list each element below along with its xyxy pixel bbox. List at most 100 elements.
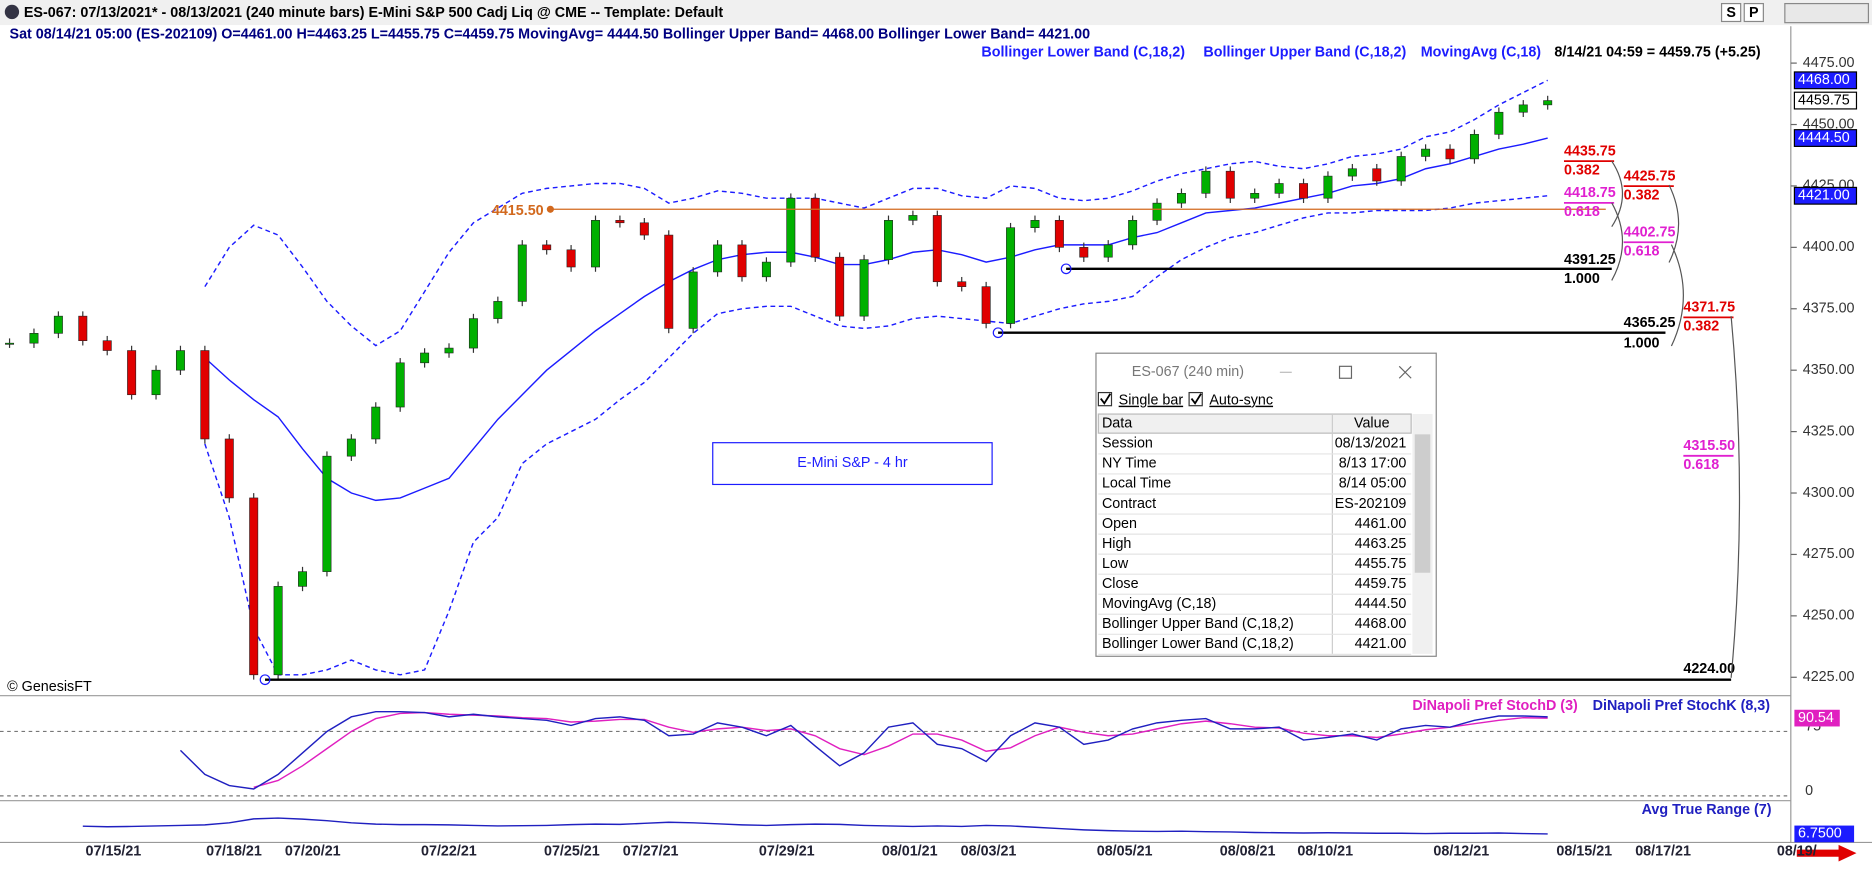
table-cell: MovingAvg (C,18) [1102, 596, 1216, 612]
legend-entry: DiNapoli Pref StochK (8,3) [1593, 698, 1771, 714]
window-button-label: P [1749, 5, 1759, 21]
candle [884, 220, 893, 260]
candle [346, 438, 356, 457]
candle [1299, 183, 1309, 199]
window-controls[interactable] [1784, 2, 1870, 24]
y-tick-label: 4325.00 [1803, 423, 1855, 439]
y-tick-label: 4300.00 [1803, 485, 1855, 501]
table-cell: 4461.00 [1355, 516, 1407, 532]
y-tick-label: 4475.00 [1803, 55, 1855, 71]
window-button[interactable] [1720, 2, 1742, 23]
candle [371, 406, 381, 440]
fib-bracket [1611, 160, 1623, 228]
table-cell: 4444.50 [1355, 596, 1407, 612]
maximize-button[interactable] [1338, 365, 1353, 379]
table-cell: Local Time [1102, 476, 1171, 492]
candle [1396, 156, 1406, 182]
candle [224, 438, 234, 499]
candle [688, 271, 698, 329]
y-tick-label: 4400.00 [1803, 239, 1855, 255]
level-ratio: 1.000 [1624, 335, 1660, 351]
candle [29, 333, 39, 344]
table-cell: 4468.00 [1355, 616, 1407, 632]
level-anchor [259, 674, 271, 686]
candle [493, 301, 503, 319]
x-tick-label: 08/17/21 [1635, 844, 1691, 860]
checkmark [1100, 393, 1112, 405]
checkmark [1190, 393, 1202, 405]
table-cell: High [1102, 536, 1131, 552]
candle [566, 249, 576, 268]
legend-entry: DiNapoli Pref StochD (3) [1412, 698, 1578, 714]
table-cell: NY Time [1102, 456, 1157, 472]
candle [1347, 168, 1357, 177]
y-tick-label: 4350.00 [1803, 362, 1855, 378]
candle [1274, 183, 1284, 194]
candle [1225, 170, 1235, 199]
table-cell: 8/14 05:00 [1339, 476, 1407, 492]
value-label-box [1794, 709, 1840, 727]
candle [810, 197, 820, 258]
price-label-box [1793, 129, 1858, 147]
table-cell: 4421.00 [1355, 636, 1407, 652]
candle [908, 215, 918, 221]
last-quote: 8/14/21 04:59 = 4459.75 (+5.25) [1554, 44, 1760, 60]
x-tick-label: 08/12/21 [1433, 844, 1489, 860]
candle [1176, 193, 1186, 204]
candle [761, 261, 771, 278]
value-label-box [1794, 825, 1855, 843]
x-tick-label: 08/05/21 [1097, 844, 1153, 860]
candle [1445, 148, 1455, 160]
candle [102, 340, 112, 351]
price-label: 4468.00 [1798, 72, 1850, 88]
candle [1030, 220, 1040, 228]
fib-ratio: 0.382 [1564, 162, 1600, 178]
fib-bracket [1730, 316, 1741, 678]
chart-title-box [712, 442, 993, 486]
table-cell: Bollinger Upper Band (C,18,2) [1102, 616, 1294, 632]
close-button[interactable] [1398, 365, 1412, 379]
y-tick-label: 4250.00 [1803, 608, 1855, 624]
level-label: 4365.25 [1624, 315, 1676, 331]
window-button[interactable] [1743, 2, 1764, 23]
price-label: 4421.00 [1798, 188, 1850, 204]
x-tick-label: 08/10/21 [1297, 844, 1353, 860]
indicator-line [179, 710, 1548, 790]
candle [664, 234, 674, 329]
legend-entry: Avg True Range (7) [1642, 802, 1772, 818]
indicator-line [204, 195, 1548, 676]
table-cell: 8/13 17:00 [1339, 456, 1407, 472]
table-cell: 4463.25 [1355, 536, 1407, 552]
fib-bracket [1670, 244, 1684, 347]
candle [1518, 104, 1528, 113]
level-anchor [1060, 263, 1072, 275]
candle [273, 586, 283, 676]
candle [395, 362, 405, 408]
y-tick-label: 4450.00 [1803, 116, 1855, 132]
checkbox-label: Auto-sync [1209, 393, 1273, 409]
fib-ratio: 0.618 [1624, 244, 1660, 260]
candle [322, 455, 332, 572]
candle [835, 256, 845, 317]
y-tick-label: 4375.00 [1803, 301, 1855, 317]
candle [786, 197, 796, 263]
fib-ratio: 0.382 [1683, 319, 1719, 335]
level-anchor [546, 205, 554, 213]
indicator-line [204, 79, 1549, 347]
candle [420, 352, 430, 364]
x-tick-label: 07/27/21 [623, 844, 679, 860]
candle [298, 571, 308, 587]
candle [591, 220, 600, 268]
candle [200, 350, 210, 440]
scroll-thumb[interactable] [1414, 434, 1431, 573]
fib-label: 4402.75 [1624, 224, 1676, 240]
candle [1152, 202, 1162, 221]
x-tick-label: 07/18/21 [206, 844, 262, 860]
candle [1006, 227, 1016, 324]
title-bar [0, 0, 1872, 26]
scroll-arrow[interactable] [1796, 844, 1857, 862]
value-label: 6.7500 [1798, 826, 1842, 842]
indicator-line [82, 817, 1548, 835]
